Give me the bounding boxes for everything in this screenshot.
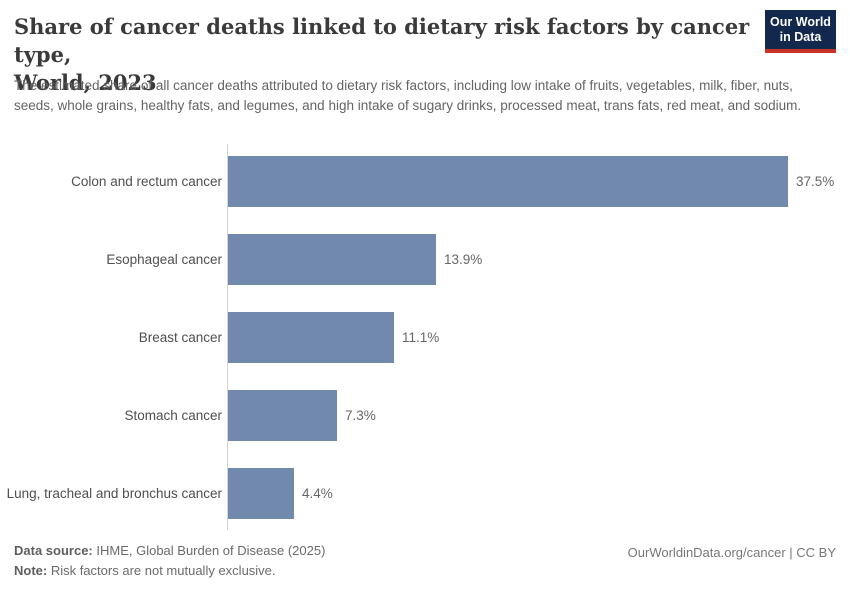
owid-logo[interactable]: Our World in Data [765,10,836,53]
owid-logo-line1: Our World [770,15,831,29]
category-label: Esophageal cancer [106,252,222,267]
data-source-label: Data source: [14,543,93,558]
note-line: Note: Risk factors are not mutually excl… [14,561,325,581]
category-label: Lung, tracheal and bronchus cancer [6,486,222,501]
note-text: Risk factors are not mutually exclusive. [47,563,276,578]
value-label: 7.3% [345,408,376,423]
bar[interactable] [228,468,294,519]
chart-title-line1: Share of cancer deaths linked to dietary… [14,14,750,67]
value-label: 37.5% [796,174,835,189]
bar-chart: Colon and rectum cancer 37.5% Esophageal c… [0,144,850,530]
bar[interactable] [228,234,436,285]
owid-logo-line2: in Data [779,30,822,44]
bar[interactable] [228,156,788,207]
category-label: Breast cancer [138,330,222,345]
y-axis-line [227,144,228,530]
chart-title-line2: World, 2023 [14,70,157,95]
data-source-text: IHME, Global Burden of Disease (2025) [92,543,326,558]
value-label: 13.9% [444,252,483,267]
value-label: 4.4% [302,486,333,501]
data-source-line: Data source: IHME, Global Burden of Dise… [14,541,325,561]
chart-title: Share of cancer deaths linked to dietary… [14,13,759,97]
category-label: Colon and rectum cancer [71,174,222,189]
bar[interactable] [228,390,337,441]
footer-source-note: Data source: IHME, Global Burden of Dise… [14,541,325,581]
credit-link[interactable]: OurWorldinData.org/cancer | CC BY [627,545,836,560]
note-label: Note: [14,563,48,578]
chart-subtitle: The estimated share of all cancer deaths… [14,78,802,113]
value-label: 11.1% [402,330,440,345]
bar[interactable] [228,312,394,363]
category-label: Stomach cancer [124,408,222,423]
